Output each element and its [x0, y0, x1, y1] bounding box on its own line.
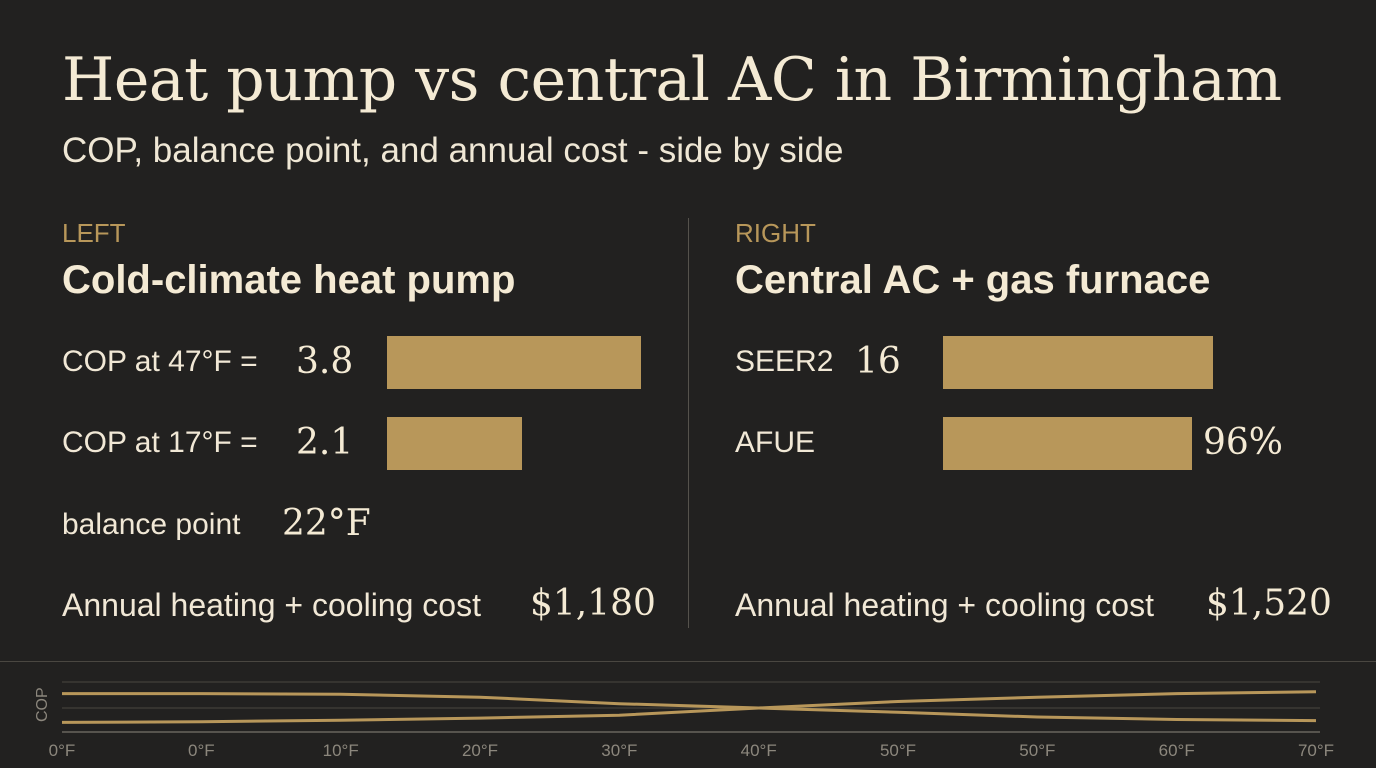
x-tick-label: 0°F — [49, 741, 76, 760]
chart-top-rule — [0, 661, 1376, 662]
cop-17-bar — [387, 417, 522, 470]
afue-value: 96% — [1203, 422, 1284, 463]
seer2-bar — [943, 336, 1213, 389]
x-tick-label: 40°F — [741, 741, 777, 760]
cop-17-value: 2.1 — [296, 422, 354, 463]
right-tag: RIGHT — [735, 218, 816, 248]
balance-point-value: 22°F — [282, 503, 371, 544]
y-axis-label: COP — [34, 687, 51, 722]
left-cost-label: Annual heating + cooling cost — [62, 587, 481, 623]
afue-bar — [943, 417, 1192, 470]
cop-47-label: COP at 47°F = — [62, 345, 258, 378]
seer2-label: SEER2 — [735, 345, 834, 378]
x-tick-label: 50°F — [880, 741, 916, 760]
page-title: Heat pump vs central AC in Birmingham — [62, 45, 1282, 115]
balance-point-label: balance point — [62, 508, 241, 541]
afue-label: AFUE — [735, 426, 816, 459]
left-cost-value: $1,180 — [530, 583, 656, 624]
x-tick-label: 70°F — [1298, 741, 1334, 760]
cop-47-value: 3.8 — [296, 341, 354, 382]
left-heading: Cold-climate heat pump — [62, 258, 516, 302]
right-cost-label: Annual heating + cooling cost — [735, 587, 1154, 623]
cop-17-label: COP at 17°F = — [62, 426, 258, 459]
cop-47-bar — [387, 336, 641, 389]
series-line-2 — [61, 690, 1317, 724]
left-tag: LEFT — [62, 218, 126, 248]
right-heading: Central AC + gas furnace — [735, 258, 1211, 302]
seer2-value: 16 — [855, 341, 901, 382]
cop-line-chart: COP 0°F 0°F 10°F 20°F 30°F 40°F 50°F 50°F 60°F 70°… — [34, 681, 1334, 760]
x-tick-label: 50°F — [1019, 741, 1055, 760]
x-tick-label: 20°F — [462, 741, 498, 760]
page-subtitle: COP, balance point, and annual cost - si… — [62, 131, 844, 170]
series-line-1 — [62, 692, 1317, 723]
x-tick-label: 10°F — [323, 741, 359, 760]
x-tick-label: 0°F — [188, 741, 215, 760]
right-cost-value: $1,520 — [1206, 583, 1332, 624]
x-tick-label: 60°F — [1159, 741, 1195, 760]
panel-divider — [688, 218, 689, 628]
x-tick-label: 30°F — [601, 741, 637, 760]
